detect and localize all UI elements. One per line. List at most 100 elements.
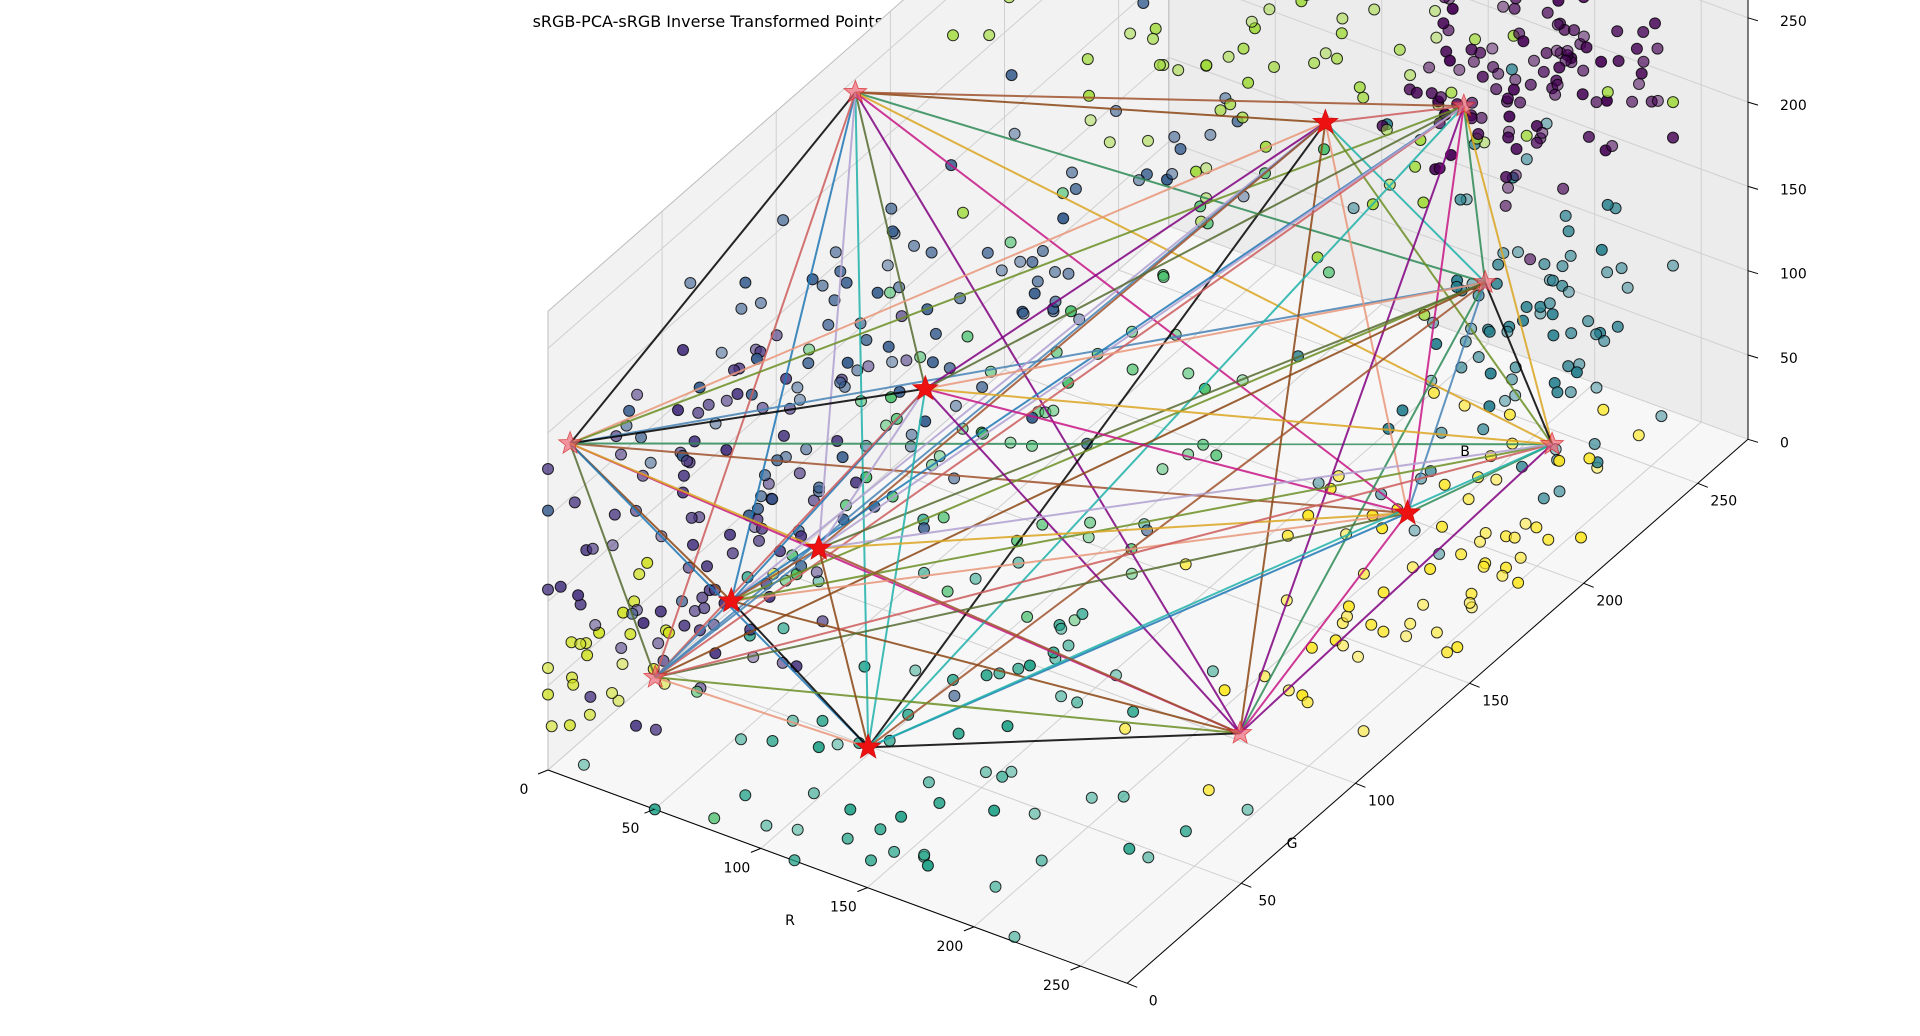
data-point <box>941 585 954 598</box>
data-point <box>1561 45 1574 57</box>
data-point <box>1400 630 1413 643</box>
data-point <box>980 669 993 682</box>
data-point <box>1242 76 1255 89</box>
data-point <box>822 318 835 331</box>
data-point <box>1667 96 1679 109</box>
z-tick-label: 100 <box>1780 267 1807 283</box>
data-point <box>715 346 728 359</box>
data-point <box>1311 251 1324 264</box>
data-point <box>1062 639 1075 652</box>
data-point <box>1551 18 1564 31</box>
data-point <box>1357 725 1370 738</box>
centroid-connection <box>730 547 820 602</box>
data-point <box>1174 143 1187 155</box>
data-point <box>1342 600 1355 613</box>
data-point <box>766 493 779 506</box>
data-point <box>1550 44 1563 57</box>
data-point <box>1537 492 1550 505</box>
centroid-connection <box>569 105 1465 445</box>
data-point <box>649 723 662 736</box>
data-point <box>947 29 959 42</box>
data-point <box>1578 0 1589 4</box>
data-point <box>948 689 961 702</box>
data-point <box>739 276 752 289</box>
data-point <box>788 854 801 867</box>
data-point <box>1463 596 1476 609</box>
centroid-connection <box>1406 105 1465 514</box>
data-point <box>1430 626 1443 639</box>
centroid-connection <box>730 105 1465 602</box>
data-point <box>1667 131 1679 144</box>
data-point <box>1081 53 1094 66</box>
data-point <box>844 803 857 816</box>
data-point <box>1406 561 1419 574</box>
data-point <box>1612 55 1625 67</box>
data-point <box>800 443 813 456</box>
data-point <box>1057 212 1070 225</box>
z-tick-mark <box>1747 101 1759 106</box>
data-point <box>623 404 636 417</box>
data-point <box>1124 27 1137 40</box>
centroid-connection <box>854 92 927 390</box>
data-point <box>1615 262 1628 275</box>
data-point <box>563 719 576 732</box>
data-point <box>1004 236 1017 249</box>
data-point <box>1454 193 1467 206</box>
data-point <box>1475 111 1488 124</box>
data-point <box>1353 81 1366 94</box>
data-point <box>1611 25 1624 38</box>
data-point <box>840 276 853 289</box>
data-point <box>1582 130 1595 143</box>
data-point <box>753 534 765 547</box>
data-point <box>735 302 748 315</box>
data-point <box>1127 705 1140 718</box>
data-point <box>1008 930 1021 943</box>
data-point <box>1649 17 1661 30</box>
data-point <box>860 334 873 346</box>
centroid-connection <box>655 676 1241 735</box>
data-point <box>1237 42 1250 55</box>
y-tick-label: 0 <box>1149 993 1158 1009</box>
data-point <box>616 658 629 670</box>
data-point <box>1512 246 1524 259</box>
data-point <box>1438 478 1451 491</box>
centroid-connection <box>654 600 733 679</box>
z-axis-label: B <box>1460 444 1470 460</box>
grid-line <box>1469 0 1749 103</box>
data-point <box>542 688 554 701</box>
data-point <box>1606 140 1619 152</box>
data-point <box>1590 96 1603 109</box>
data-point <box>1021 610 1034 623</box>
data-point <box>1580 41 1593 54</box>
data-point <box>1331 52 1343 65</box>
centroid-connection <box>569 442 869 749</box>
grid-line <box>547 0 947 349</box>
data-point <box>1427 386 1440 399</box>
data-point <box>1166 168 1179 180</box>
grid-line <box>1118 269 1698 484</box>
centroid-7 <box>717 586 745 613</box>
data-point <box>1626 95 1639 108</box>
grid-line <box>1080 421 1702 967</box>
data-point <box>581 649 594 662</box>
data-point <box>542 662 554 674</box>
data-point <box>925 246 938 259</box>
data-point <box>1168 130 1181 143</box>
centroid-connection <box>817 388 927 549</box>
data-point <box>793 467 806 480</box>
centroid-connection <box>854 91 1241 734</box>
data-point <box>1436 520 1448 533</box>
data-point <box>836 451 849 464</box>
data-point <box>1477 560 1490 573</box>
grid-line <box>654 264 1276 810</box>
centroid-connection <box>1324 121 1486 284</box>
data-point <box>1500 171 1513 183</box>
data-point <box>1047 404 1060 417</box>
data-point <box>1031 275 1044 288</box>
centroid-10 <box>642 664 668 688</box>
centroid-connection <box>570 442 1553 446</box>
data-point <box>1404 617 1417 630</box>
data-point <box>1611 320 1624 333</box>
data-point <box>1245 15 1258 28</box>
data-point <box>572 589 585 602</box>
